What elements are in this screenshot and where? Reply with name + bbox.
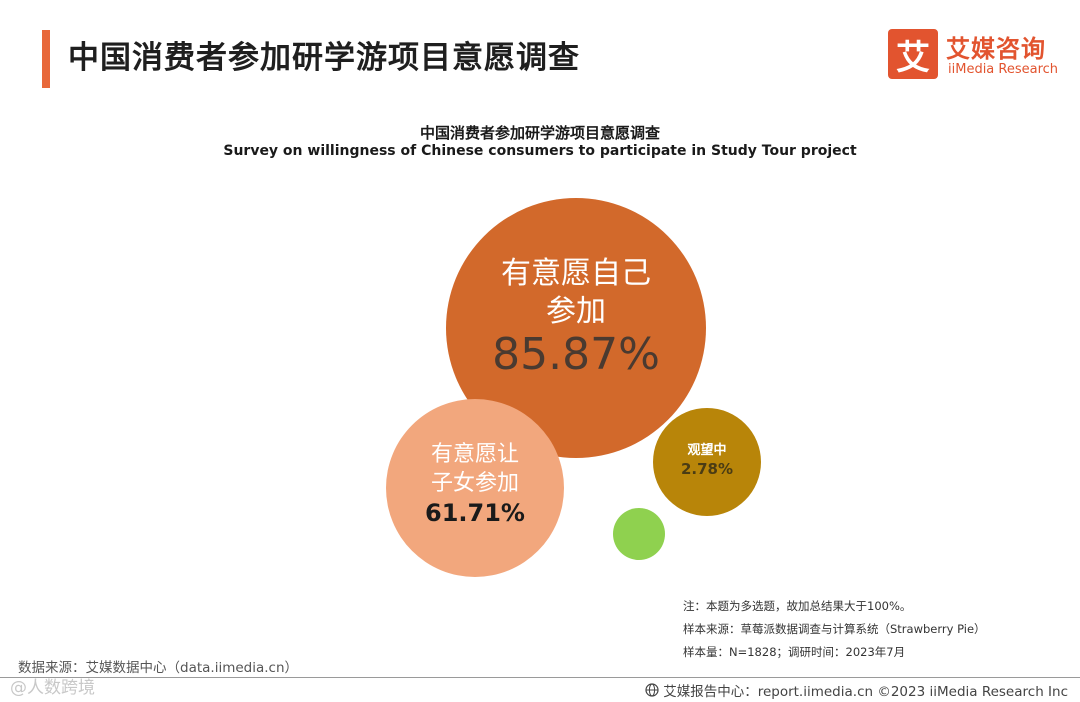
bubble-wait-and-see-label-line: 观望中 (687, 442, 726, 458)
globe-icon (645, 683, 659, 697)
page-title: 中国消费者参加研学游项目意愿调查 (68, 40, 580, 76)
bubble-self-participate-circle (446, 198, 706, 458)
footer: 艾媒报告中心：report.iimedia.cn ©2023 iiMedia R… (645, 680, 1068, 700)
bubble-wait-and-see-value: 2.78% (681, 460, 733, 478)
logo-cn-text: 艾媒咨询 (946, 35, 1046, 63)
note-sample-source: 样本来源：草莓派数据调查与计算系统（Strawberry Pie） (683, 622, 986, 636)
note-sample-size: 样本量：N=1828；调研时间：2023年7月 (683, 645, 906, 659)
chart-title: 中国消费者参加研学游项目意愿调查 (419, 124, 660, 142)
logo-mark-icon: 艾 (888, 29, 938, 79)
iimedia-logo: 艾 艾媒咨询 iiMedia Research (888, 29, 1060, 83)
bubble-self-participate-value: 85.87% (492, 329, 660, 380)
data-source: 数据来源：艾媒数据中心（data.iimedia.cn） (18, 660, 299, 676)
bubble-children-participate-label-line: 有意愿让 (431, 442, 519, 467)
title-accent-bar (42, 30, 50, 88)
chart-subtitle: Survey on willingness of Chinese consume… (223, 143, 857, 159)
bubble-other-circle (613, 508, 665, 560)
footer-divider (0, 677, 1080, 678)
bubble-other (613, 508, 665, 560)
logo-en-text: iiMedia Research (948, 62, 1059, 77)
bubble-children-participate-value: 61.71% (425, 499, 525, 527)
watermark: @人数跨境 (10, 678, 95, 698)
note-multi-choice: 注：本题为多选题，故加总结果大于100%。 (683, 599, 912, 613)
bubble-children-participate-label-line: 子女参加 (431, 471, 519, 496)
footer-text: 艾媒报告中心：report.iimedia.cn ©2023 iiMedia R… (663, 684, 1068, 700)
bubble-self-participate-label-line: 有意愿自己 (501, 256, 651, 291)
bubble-self-participate-label-line: 参加 (546, 294, 606, 329)
bubble-children-participate-circle (386, 399, 564, 577)
bubble-wait-and-see-circle (653, 408, 761, 516)
bubble-wait-and-see: 观望中 2.78% (653, 408, 761, 516)
